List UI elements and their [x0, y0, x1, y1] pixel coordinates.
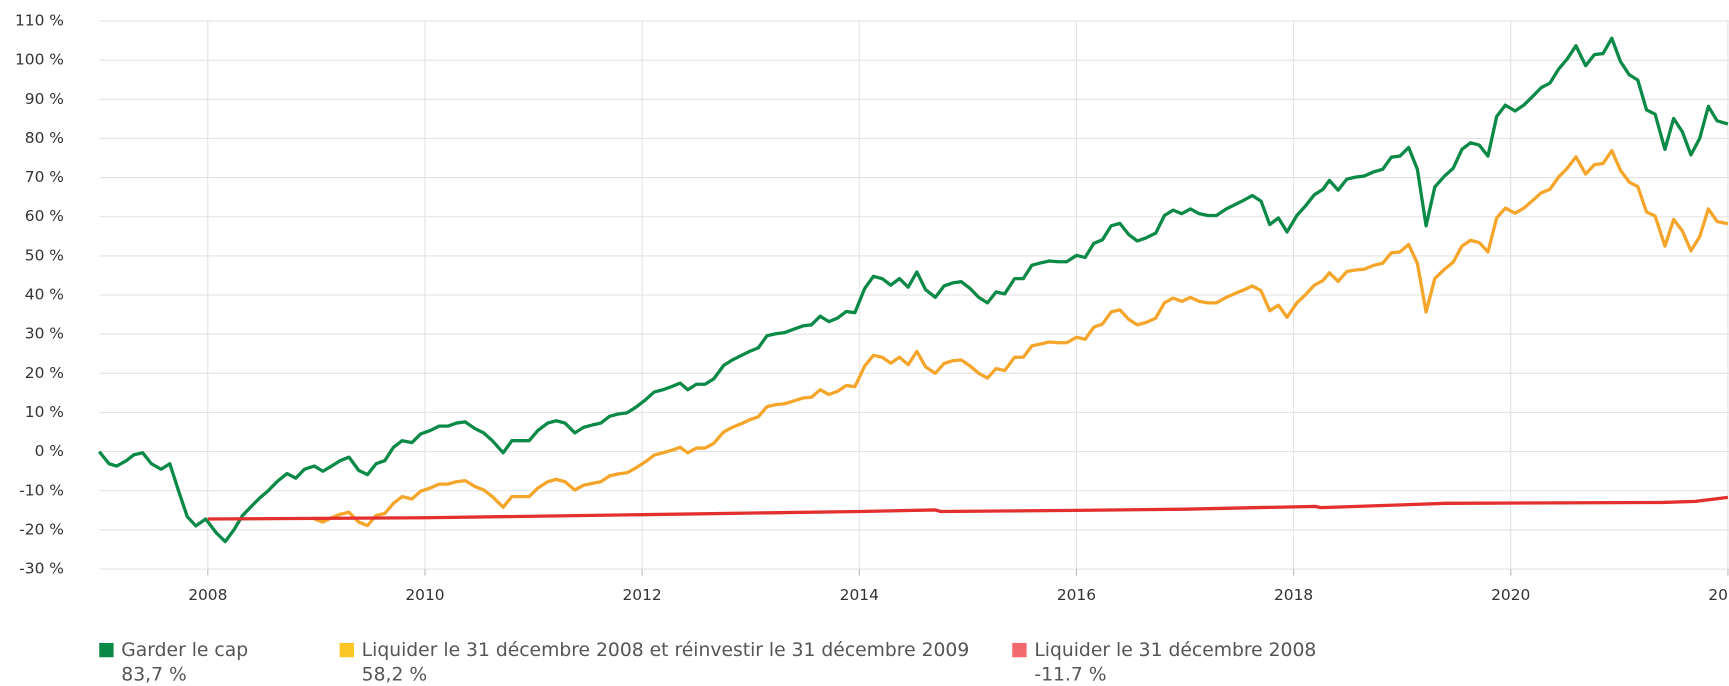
x-tick-label: 2010	[405, 586, 444, 604]
series-line	[207, 495, 1729, 521]
y-tick-label: 10 %	[25, 403, 64, 421]
y-tick-label: 80 %	[25, 129, 64, 147]
x-tick-label: 2018	[1274, 586, 1313, 604]
y-tick-label: -30 %	[19, 560, 64, 578]
legend-label: Liquider le 31 décembre 2008	[1034, 640, 1316, 661]
y-tick-label: 90 %	[25, 90, 64, 108]
y-tick-label: 0 %	[35, 442, 64, 460]
legend-label: Liquider le 31 décembre 2008 et réinvest…	[362, 640, 970, 661]
y-tick-label: -10 %	[19, 481, 64, 499]
legend-label: Garder le cap	[121, 640, 248, 661]
y-tick-label: 60 %	[25, 207, 64, 225]
legend-value: -11.7 %	[1034, 664, 1106, 685]
y-tick-label: 30 %	[25, 325, 64, 343]
legend-swatch	[99, 642, 114, 658]
y-tick-label: 50 %	[25, 246, 64, 264]
legend-value: 58,2 %	[362, 664, 427, 685]
series-line	[97, 36, 1729, 544]
y-tick-label: 70 %	[25, 168, 64, 186]
series-line	[313, 148, 1729, 528]
x-tick-label: 2008	[188, 586, 227, 604]
y-tick-label: 110 %	[15, 12, 64, 30]
x-tick-label: 2016	[1057, 586, 1096, 604]
legend-value: 83,7 %	[121, 664, 186, 685]
y-tick-label: 100 %	[15, 51, 64, 69]
x-tick-label: 2022	[1708, 586, 1729, 604]
x-tick-label: 2020	[1491, 586, 1530, 604]
y-tick-label: -20 %	[19, 520, 64, 538]
x-tick-label: 2012	[623, 586, 662, 604]
y-tick-label: 20 %	[25, 364, 64, 382]
legend-swatch	[1012, 642, 1027, 658]
x-tick-label: 2014	[840, 586, 879, 604]
y-tick-label: 40 %	[25, 286, 64, 304]
legend-swatch	[339, 642, 354, 658]
